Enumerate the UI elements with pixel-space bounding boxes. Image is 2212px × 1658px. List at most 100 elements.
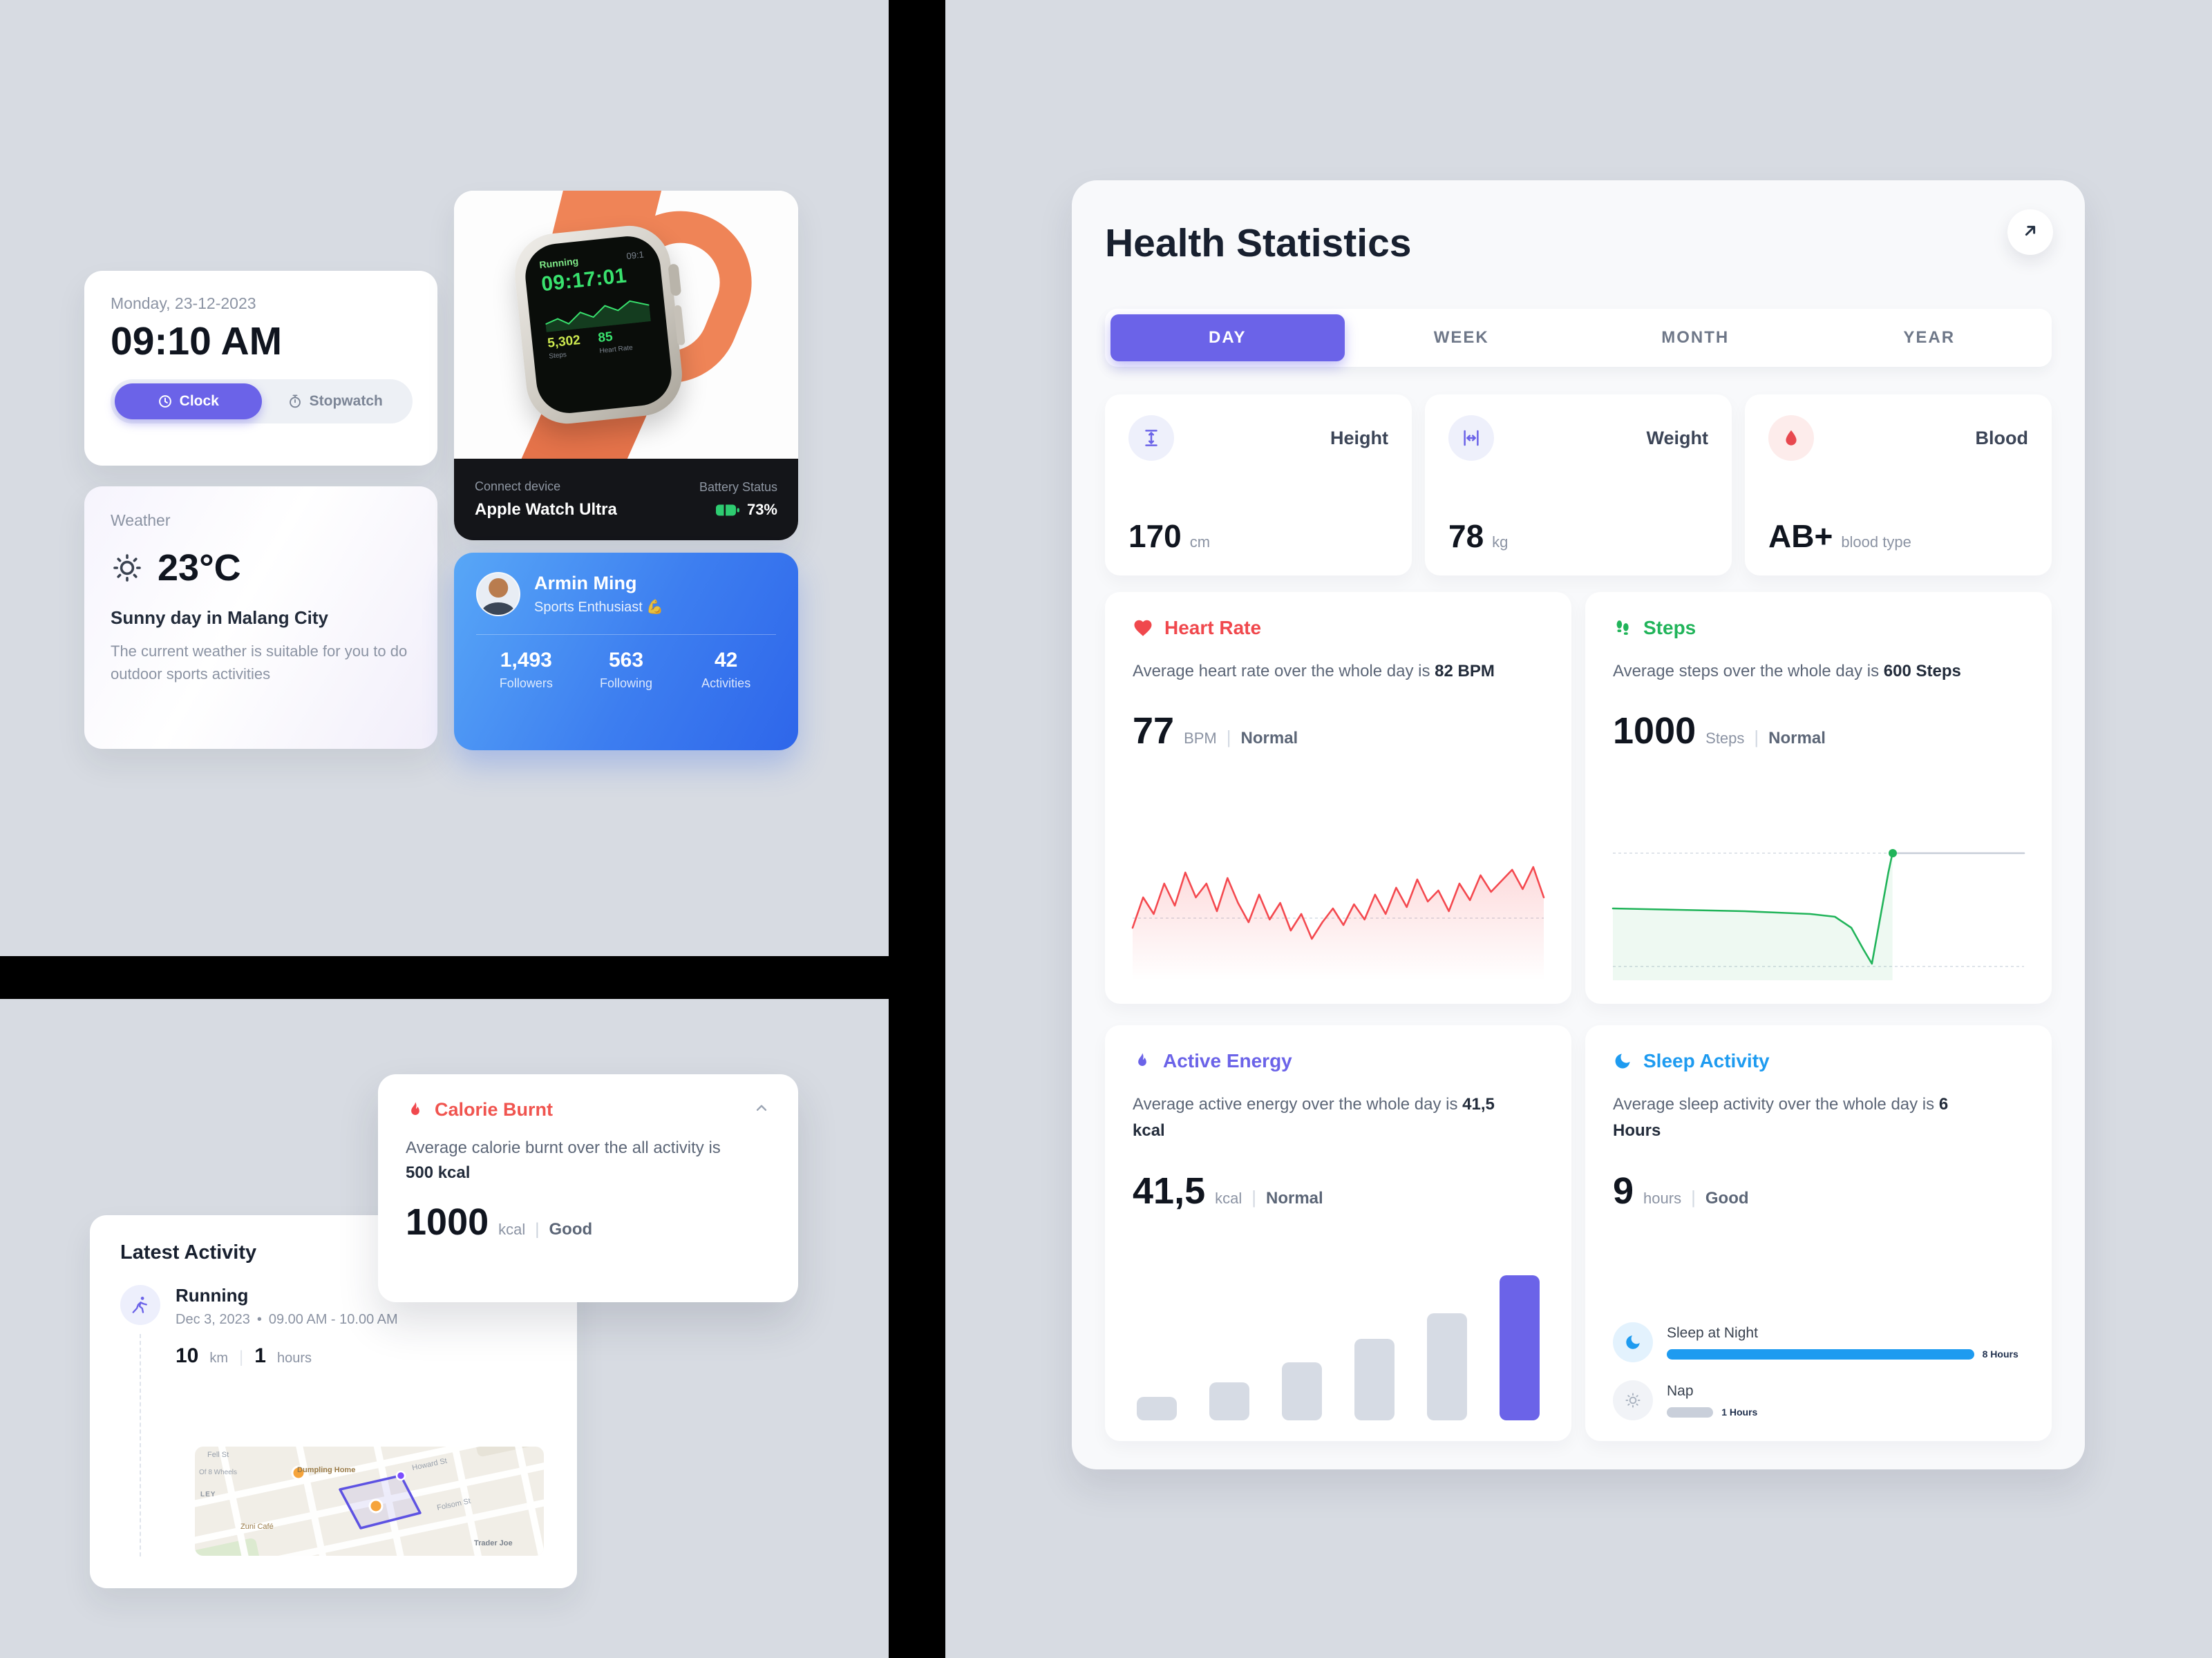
heart-rate-card: Heart Rate Average heart rate over the w… [1105, 592, 1571, 1004]
clock-card: Monday, 23-12-2023 09:10 AM Clock Stopwa… [84, 271, 437, 466]
blood-drop-icon [1768, 415, 1814, 461]
followers-stat: 1,493 Followers [476, 649, 576, 691]
sleep-value: 9 [1613, 1170, 1634, 1212]
profile-stats: 1,493 Followers 563 Following 42 Activit… [476, 634, 776, 691]
weather-description: The current weather is suitable for you … [111, 642, 408, 683]
blood-unit: blood type [1841, 533, 1911, 551]
chevron-up-icon[interactable] [753, 1099, 771, 1121]
avatar [476, 572, 520, 616]
activity-divider: | [239, 1348, 244, 1366]
watch-steps-label: Steps [548, 351, 567, 361]
height-label: Height [1330, 427, 1388, 448]
night-moon-icon [1613, 1322, 1653, 1362]
tab-day[interactable]: DAY [1110, 314, 1345, 361]
sleep-desc-prefix: Average sleep activity over the whole da… [1613, 1095, 1939, 1114]
heart-icon [1133, 618, 1153, 638]
map-label: Zuni Café [240, 1523, 274, 1531]
height-unit: cm [1189, 533, 1211, 551]
map-label: Fell St [207, 1451, 229, 1459]
blood-label: Blood [1975, 427, 2028, 448]
health-statistics-panel: Health Statistics DAY WEEK MONTH YEAR He… [1072, 180, 2085, 1469]
activity-date: Dec 3, 2023 [176, 1312, 250, 1327]
active-energy-divider: | [1251, 1186, 1256, 1208]
avatar-head [489, 578, 508, 598]
height-value: 170 [1128, 518, 1182, 554]
calorie-unit: kcal [498, 1221, 526, 1238]
weight-label: Weight [1646, 427, 1709, 448]
steps-card: Steps Average steps over the whole day i… [1585, 592, 2052, 1004]
divider-vertical [889, 0, 945, 1658]
latest-activity-card: Latest Activity Running Dec 3, 2023 • 09… [90, 1215, 577, 1588]
calorie-burnt-title: Calorie Burnt [435, 1099, 554, 1120]
distance-value: 10 [176, 1344, 199, 1367]
height-icon [1128, 415, 1174, 461]
avatar-body [482, 602, 515, 615]
heart-rate-unit: BPM [1184, 730, 1217, 747]
device-name: Apple Watch Ultra [475, 500, 617, 519]
sleep-unit: hours [1643, 1189, 1682, 1207]
sleep-night-label: Sleep at Night [1667, 1325, 1758, 1341]
heart-rate-chart [1133, 842, 1544, 980]
watch-body: Running 09:1 09:17:01 5,302 Steps 85 [511, 221, 686, 428]
following-value: 563 [608, 649, 644, 671]
steps-divider: | [1754, 727, 1759, 748]
arrow-up-right-icon [2020, 220, 2041, 245]
blood-value: AB+ [1768, 518, 1833, 554]
sleep-night-bar [1667, 1349, 1974, 1360]
tab-week[interactable]: WEEK [1433, 328, 1489, 347]
sleep-status: Good [1705, 1188, 1749, 1208]
tab-year[interactable]: YEAR [1903, 328, 1956, 347]
heart-rate-value: 77 [1133, 710, 1175, 752]
heart-rate-desc-bold: 82 BPM [1435, 662, 1495, 680]
divider-horizontal [0, 956, 889, 999]
active-energy-chart [1133, 1275, 1544, 1420]
watch-hr-label: Heart Rate [599, 344, 634, 356]
activity-name: Running [176, 1285, 249, 1306]
battery-icon [715, 504, 740, 517]
clock-tab[interactable]: Clock [115, 383, 262, 419]
stopwatch-tab-label: Stopwatch [309, 393, 383, 409]
flame-icon [406, 1100, 425, 1120]
duration-unit: hours [276, 1351, 312, 1366]
followers-value: 1,493 [500, 649, 552, 671]
page-title: Health Statistics [1105, 221, 1412, 265]
timeline-dash [140, 1334, 141, 1556]
active-energy-desc-prefix: Average active energy over the whole day… [1133, 1095, 1463, 1114]
steps-chart [1613, 842, 2024, 980]
watch-steps-value: 5,302 [547, 332, 581, 351]
clock-mode-toggle: Clock Stopwatch [111, 379, 413, 423]
battery-value: 73% [746, 501, 777, 518]
runner-icon [120, 1285, 160, 1325]
clock-tab-label: Clock [179, 393, 219, 409]
active-energy-title: Active Energy [1163, 1050, 1292, 1071]
sleep-divider: | [1691, 1186, 1696, 1208]
connect-device-label: Connect device [475, 479, 561, 493]
weather-headline: Sunny day in Malang City [111, 607, 328, 628]
clock-time: 09:10 AM [111, 319, 283, 363]
sleep-night-row: Sleep at Night 8 Hours [1613, 1322, 2024, 1362]
tab-month[interactable]: MONTH [1661, 328, 1730, 347]
calorie-burnt-card: Calorie Burnt Average calorie burnt over… [378, 1074, 798, 1302]
steps-title: Steps [1643, 617, 1696, 638]
clock-date: Monday, 23-12-2023 [111, 294, 256, 312]
calorie-desc-prefix: Average calorie burnt over the all activ… [406, 1138, 721, 1157]
map-label: Of 8 Wheels [199, 1469, 238, 1476]
active-energy-value: 41,5 [1133, 1170, 1206, 1212]
stopwatch-tab[interactable]: Stopwatch [262, 383, 409, 419]
activities-stat: 42 Activities [676, 649, 776, 691]
active-energy-status: Normal [1266, 1188, 1323, 1208]
heart-rate-divider: | [1226, 727, 1231, 748]
nap-label: Nap [1667, 1383, 1694, 1399]
map-label: Trader Joe [474, 1539, 513, 1547]
clock-icon [158, 394, 173, 409]
route-map[interactable]: Fell St Of 8 Wheels LEY Dumpling Home Zu… [195, 1447, 544, 1556]
heart-rate-status: Normal [1240, 729, 1298, 748]
expand-button[interactable] [2007, 209, 2053, 255]
calorie-value: 1000 [406, 1201, 489, 1243]
map-label: LEY [200, 1491, 216, 1498]
sleep-night-value: 8 Hours [1982, 1349, 2019, 1360]
watch-card: Running 09:1 09:17:01 5,302 Steps 85 [454, 191, 798, 540]
activity-list-item[interactable]: Running Dec 3, 2023 • 09.00 AM - 10.00 A… [120, 1285, 547, 1328]
device-status-bar: Connect device Apple Watch Ultra Battery… [454, 459, 798, 540]
weather-temperature: 23°C [158, 547, 241, 589]
